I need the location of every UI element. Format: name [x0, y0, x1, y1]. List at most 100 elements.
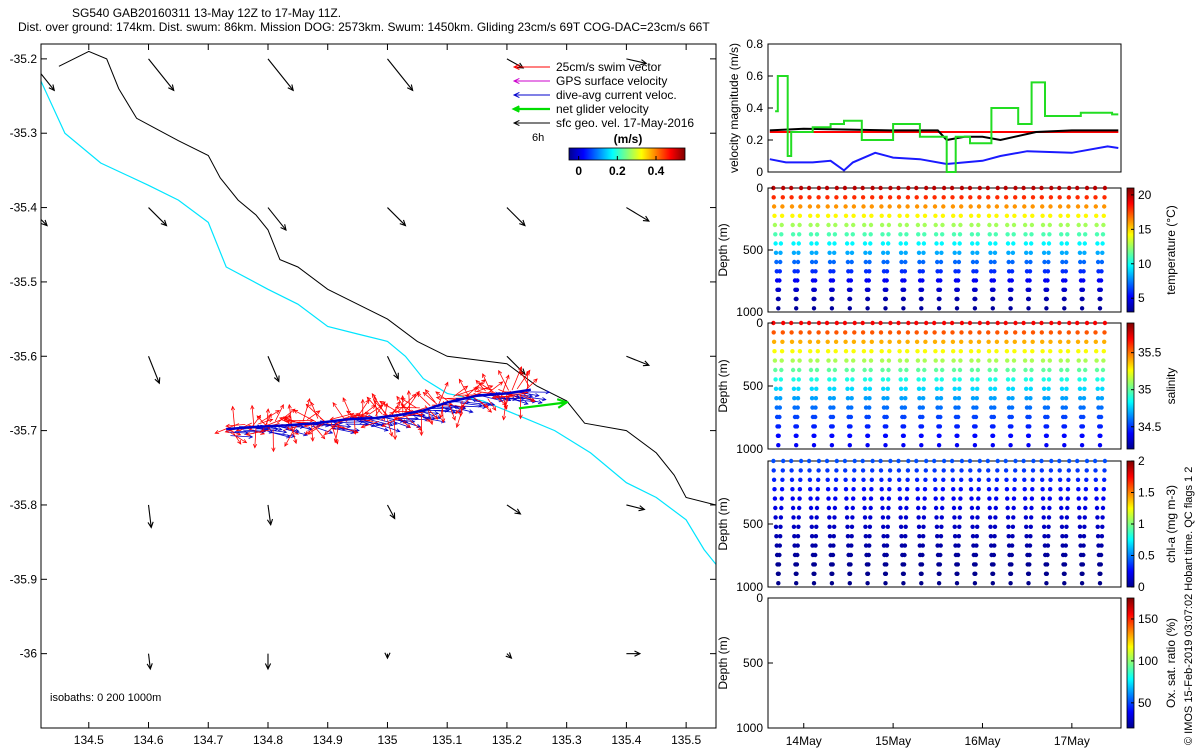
chlorophyll-profile-point [777, 543, 782, 548]
swim-vector-arrow [355, 412, 372, 418]
chlorophyll-profile-point [991, 562, 996, 567]
temperature-profile-point [921, 250, 926, 255]
temperature-profile-point [844, 241, 850, 246]
temperature-profile-point [827, 259, 833, 265]
chlorophyll-profile-point [1099, 543, 1104, 548]
chlorophyll-profile-point [868, 515, 873, 520]
temperature-profile-point [916, 250, 922, 255]
temperature-profile-point [771, 185, 776, 191]
chlorophyll-profile-point [923, 477, 928, 482]
salinity-profile-point [921, 396, 926, 401]
chlorophyll-profile-point [867, 534, 872, 539]
temperature-profile-point [1094, 222, 1099, 228]
temperature-profile-point [780, 195, 785, 200]
chlorophyll-profile-point [795, 543, 800, 548]
swim-vector-arrow-head [482, 373, 486, 378]
salinity-profile-point [1030, 330, 1036, 335]
salinity-profile-point [989, 405, 994, 410]
salinity-profile-point [812, 433, 817, 438]
chlorophyll-profile-point [1003, 468, 1009, 473]
dac-vector-arrow-head [537, 399, 543, 405]
isobath-1000m-line [58, 50, 716, 506]
geo-vector-arrow-head [389, 512, 396, 520]
salinity-profile-point [1046, 377, 1052, 382]
salinity-profile-point [994, 349, 999, 354]
temperature-profile-point [1023, 241, 1029, 246]
salinity-profile-point [773, 377, 778, 382]
geo-vector-arrow-shaft [506, 58, 524, 69]
chlorophyll-profile-point [863, 534, 868, 539]
geo-vector-arrow [626, 58, 648, 66]
chlorophyll-profile-point [994, 477, 1000, 482]
swim-vector-arrow-head [433, 415, 439, 420]
swim-vector-arrow-head [530, 397, 536, 402]
salinity-profile-point [1082, 377, 1088, 382]
salinity-profile-point [921, 377, 927, 382]
temperature-profile-point [1083, 232, 1088, 237]
swim-vector-arrow-head [458, 378, 463, 384]
temperature-profile-point [1042, 259, 1047, 265]
swim-vector-arrow-shaft [332, 402, 346, 422]
chlorophyll-profile-point [1062, 571, 1067, 576]
chlorophyll-profile-point [825, 487, 831, 492]
salinity-profile-point [1076, 367, 1082, 373]
temperature-profile-point [1040, 213, 1045, 218]
salinity-profile-point [798, 320, 804, 326]
swim-vector-arrow-shaft [286, 421, 310, 424]
temperature-profile-point [975, 250, 980, 255]
salinity-profile-point [914, 330, 919, 335]
salinity-profile-point [1066, 339, 1071, 344]
salinity-profile-point [833, 358, 838, 363]
chlorophyll-profile-point [886, 505, 891, 511]
dac-vector-arrow-shaft [472, 399, 495, 406]
chlorophyll-profile-point [924, 458, 929, 464]
salinity-profile-point [1047, 358, 1053, 363]
chlorophyll-profile-point [773, 524, 779, 529]
swim-vector-arrow [307, 421, 327, 435]
temperature-profile-point [1058, 222, 1064, 228]
chlorophyll-profile-point [901, 571, 906, 576]
geo-vector-arrow-head [640, 59, 648, 66]
swim-vector-arrow-head [230, 405, 236, 411]
temperature-profile-point [812, 287, 817, 292]
swim-vector-arrow-shaft [330, 421, 338, 444]
salinity-profile-point [831, 405, 836, 410]
chlorophyll-profile-point [1100, 505, 1106, 511]
chlorophyll-profile-point [986, 468, 991, 473]
chlorophyll-profile-point [825, 468, 830, 473]
salinity-profile-point [862, 377, 868, 382]
salinity-profile-point [937, 424, 943, 429]
temperature-profile-point [1078, 259, 1083, 265]
salinity-profile-point [789, 330, 794, 335]
temperature-profile-point [833, 204, 839, 209]
salinity-profile-point [992, 396, 997, 401]
chlorophyll-profile-point [860, 468, 866, 473]
dac-vector-arrow-shaft [459, 402, 482, 407]
chlorophyll-profile-point [1010, 534, 1015, 539]
temperature-profile-point [844, 232, 849, 237]
salinity-profile-point [884, 424, 889, 429]
temperature-profile-point [992, 259, 997, 265]
salinity-profile-point [1064, 386, 1069, 391]
swim-vector-arrow-head [394, 405, 400, 410]
temperature-profile-point [1058, 213, 1063, 218]
chlorophyll-profile-point [951, 505, 957, 511]
salinity-profile-point [1059, 386, 1065, 391]
temperature-profile-point [1041, 232, 1046, 237]
dac-vector-arrow-head [545, 390, 551, 395]
temperature-profile-point [791, 241, 796, 246]
temperature-profile-point [972, 306, 978, 311]
chlorophyll-profile-point [808, 487, 813, 492]
temperature-profile-point [816, 185, 822, 191]
salinity-profile-point [866, 424, 871, 429]
salinity-profile-point [811, 443, 817, 448]
temperature-profile-point [995, 185, 1000, 191]
chlorophyll-profile-point [1075, 468, 1080, 473]
salinity-profile-point [868, 377, 873, 382]
map-xtick-label: 135.2 [492, 733, 522, 747]
swim-vector-arrow-head [315, 410, 321, 415]
chlorophyll-profile-point [773, 515, 778, 520]
salinity-profile-point [1100, 367, 1106, 373]
chlorophyll-profile-point [851, 487, 856, 492]
